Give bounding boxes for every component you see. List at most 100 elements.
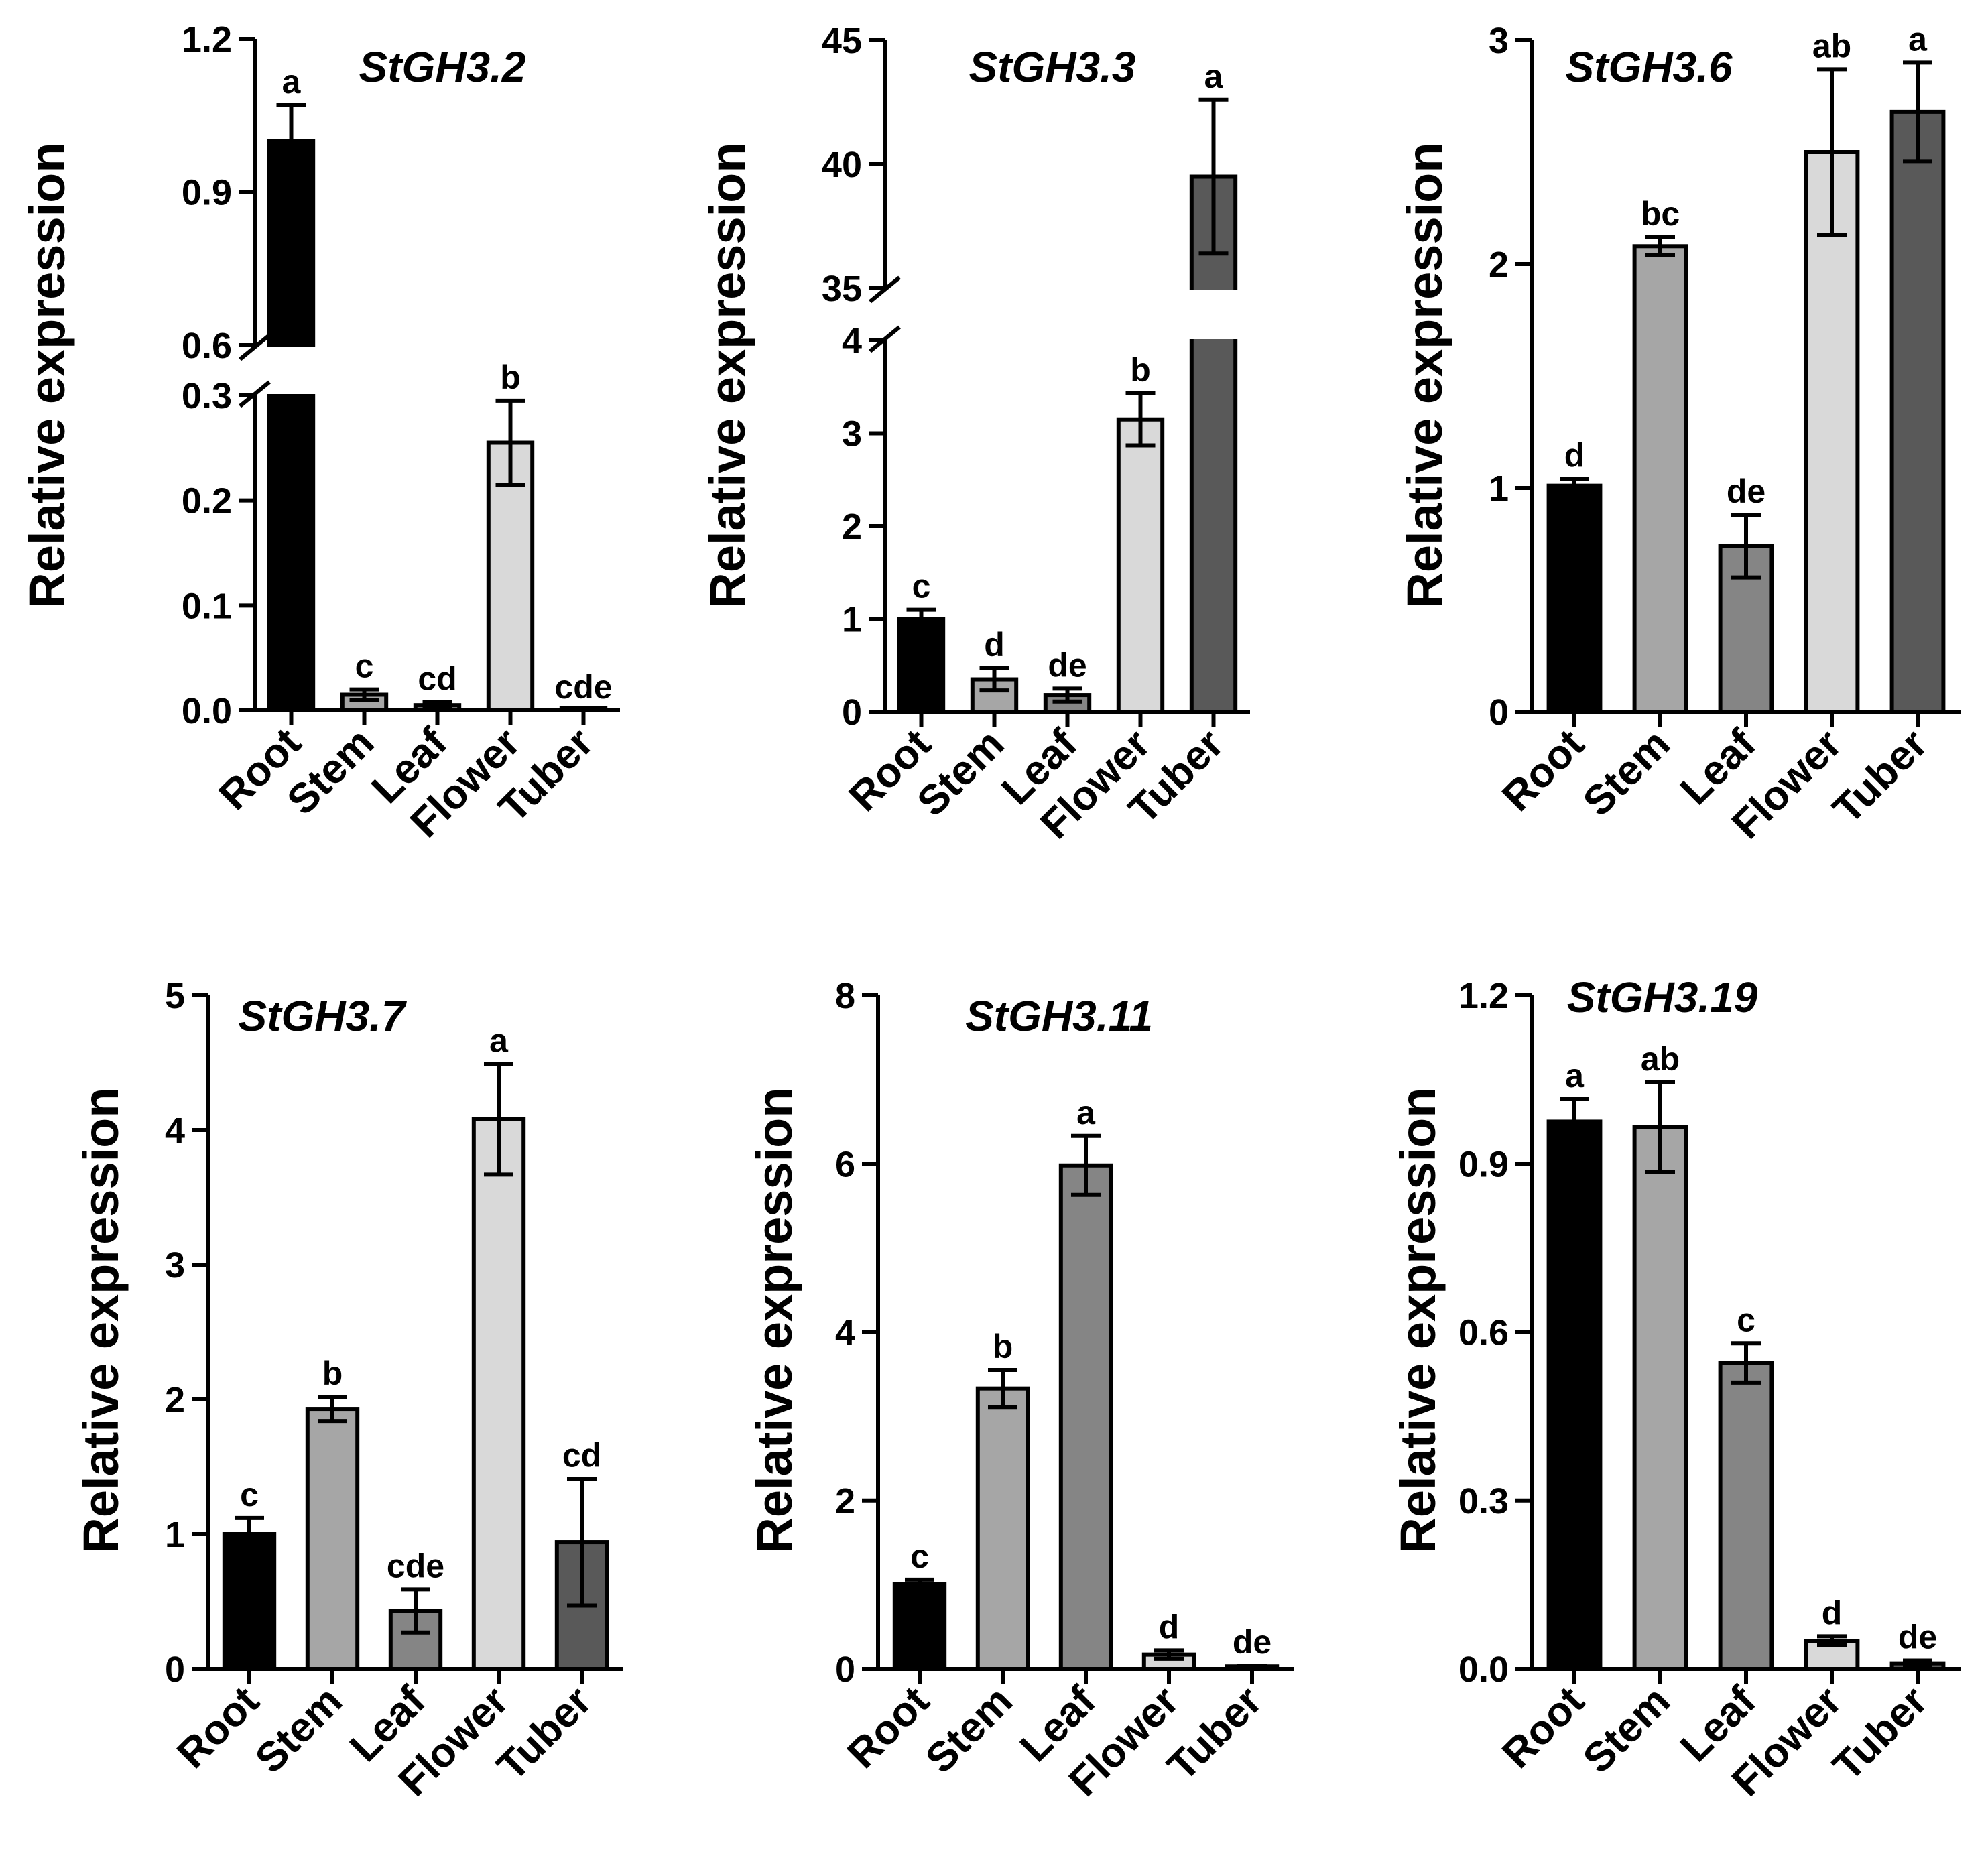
significance-label: c [355,647,374,685]
y-axis-label: Relative expression [1397,142,1452,608]
panel-stgh3-11: cRootbStemaLeafdFlowerdeTuber02468Relati… [747,976,1294,1805]
y-tick-label: 0.2 [182,481,232,521]
chart-title: StGH3.19 [1567,973,1758,1021]
bar-flower [1804,1639,1860,1671]
y-axis-label: Relative expression [1390,1087,1446,1553]
y-tick-label: 4 [835,1313,855,1353]
significance-label: b [1130,351,1151,389]
y-tick-label: 0.3 [182,376,232,416]
y-axis-label: Relative expression [700,142,755,608]
category-label: Stem [908,721,1013,825]
category-label: Root [168,1678,268,1777]
significance-label: cde [387,1547,444,1584]
category-label: Stem [1574,1678,1679,1782]
y-tick-label: 4 [842,321,862,361]
significance-label: c [912,568,931,605]
y-tick-label: 1.2 [1458,976,1509,1016]
significance-label: cd [562,1437,601,1475]
y-tick-label: 0.6 [1458,1313,1509,1353]
bar-flower [471,1117,526,1672]
y-tick-label: 0.0 [1458,1649,1509,1690]
significance-label: a [282,63,302,101]
y-tick-label: 0 [835,1649,855,1690]
significance-label: b [500,359,521,396]
y-tick-label: 0.0 [182,691,232,731]
category-label: Root [1493,721,1593,820]
significance-label: ab [1812,27,1851,64]
y-tick-label: 40 [822,145,862,185]
y-tick-label: 3 [1489,21,1509,61]
significance-label: bc [1641,195,1680,233]
bar-tuber [1189,174,1238,714]
y-tick-label: 1 [165,1515,185,1555]
category-label: Tuber [1159,1678,1271,1790]
y-tick-label: 0 [165,1649,185,1690]
bar-stem [975,1386,1030,1671]
y-axis-label: Relative expression [19,142,75,608]
category-label: Stem [278,719,383,824]
y-tick-label: 2 [835,1481,855,1521]
category-label: Tuber [1824,1678,1936,1790]
category-label: Root [1493,1678,1593,1777]
category-label: Stem [1574,721,1679,825]
y-tick-label: 0 [1489,692,1509,733]
bar-root [1546,1119,1603,1671]
y-tick-label: 35 [822,269,862,309]
significance-label: a [489,1022,509,1060]
y-tick-label: 2 [1489,245,1509,285]
panel-stgh3-19: aRootabStemcLeafdFlowerdeTuber0.00.30.60… [1390,973,1961,1805]
y-axis-label: Relative expression [747,1087,802,1553]
category-label: Stem [917,1678,1021,1782]
bar-root [1546,483,1603,714]
significance-label: c [1737,1301,1755,1338]
y-tick-label: 0.9 [182,173,232,213]
chart-title: StGH3.6 [1566,43,1733,91]
category-label: Tuber [1824,721,1936,832]
panel-stgh3-6: dRootbcStemdeLeafabFloweraTuber0123Relat… [1397,20,1961,848]
category-label: Tuber [489,1678,601,1790]
significance-label: b [993,1328,1013,1365]
category-label: Root [838,1678,938,1777]
panel-stgh3-3: cRootdStemdeLeafbFloweraTuber01234354045… [700,21,1250,848]
y-tick-label: 3 [165,1245,185,1286]
significance-label: a [1565,1057,1585,1095]
significance-label: a [1204,58,1224,95]
significance-label: de [1233,1623,1271,1661]
y-tick-label: 0.3 [1458,1481,1509,1521]
bar-flower [1116,417,1165,714]
y-tick-label: 45 [822,21,862,61]
bar-root [897,617,946,714]
y-tick-label: 1 [1489,468,1509,509]
y-tick-label: 2 [165,1380,185,1420]
y-tick-label: 0.1 [182,586,232,626]
significance-label: d [984,626,1005,664]
chart-title: StGH3.3 [969,43,1136,91]
y-tick-label: 3 [842,414,862,454]
bar-leaf [1058,1163,1113,1671]
significance-label: cd [418,660,456,697]
significance-label: a [1908,20,1928,58]
significance-label: d [1159,1608,1180,1645]
bar-root [267,139,316,713]
significance-label: c [240,1476,259,1513]
significance-label: de [1898,1618,1937,1655]
bar-break-gap [265,347,317,394]
chart-title: StGH3.11 [965,992,1153,1040]
bar-stem [1632,1125,1688,1671]
panel-stgh3-7: cRootbStemcdeLeafaFlowercdTuber012345Rel… [73,976,623,1805]
significance-label: b [322,1355,343,1392]
y-tick-label: 4 [165,1111,185,1151]
category-label: Stem [247,1678,351,1782]
y-axis-label: Relative expression [73,1087,129,1553]
bar-stem [305,1407,360,1672]
y-tick-label: 0 [842,692,862,733]
bar-root [222,1532,277,1671]
chart-title: StGH3.7 [239,992,408,1040]
y-tick-label: 5 [165,976,185,1016]
y-tick-label: 1.2 [182,19,232,60]
bar-flower [486,440,535,712]
significance-label: d [1822,1594,1843,1631]
significance-label: c [910,1538,929,1575]
significance-label: d [1564,437,1585,475]
chart-title: StGH3.2 [359,43,526,91]
